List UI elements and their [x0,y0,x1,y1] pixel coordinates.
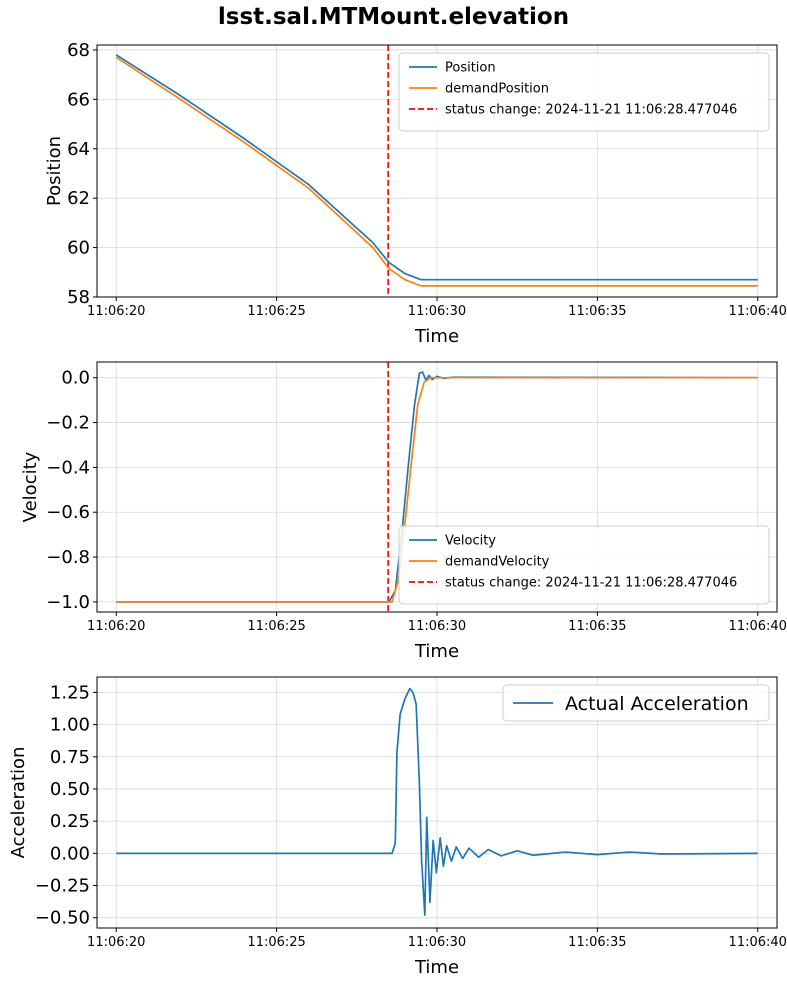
chart-1: 11:06:20 11:06:25 11:06:30 11:06:35 11:06:40… [44,40,787,347]
y-tick-label: −0.25 [35,876,90,897]
legend: Velocity demandVelocity status change: 202… [398,525,770,605]
legend-box [398,525,770,605]
y-axis-label: Position [44,136,65,206]
y-tick-label: −0.6 [46,502,90,523]
chart-2: 11:06:20 11:06:25 11:06:30 11:06:35 11:06:40… [20,361,787,662]
x-tick-label: 11:06:35 [568,619,626,634]
y-axis-label: Velocity [20,451,41,522]
x-tick-label: 11:06:35 [568,935,626,950]
legend-box [398,52,770,132]
chart-3: 11:06:20 11:06:25 11:06:30 11:06:35 11:06:40… [8,676,787,978]
legend-label: Position [445,61,496,76]
y-tick-label: −1.0 [46,592,90,613]
y-tick-label: −0.50 [35,908,90,929]
y-axis-label: Acceleration [8,747,29,859]
legend-label: Velocity [445,534,496,549]
legend: Actual Acceleration [502,684,770,722]
x-tick-label: 11:06:25 [247,619,305,634]
y-tick-label: −0.2 [46,413,90,434]
legend-label: status change: 2024-11-21 11:06:28.47704… [445,576,737,591]
x-tick-label: 11:06:20 [87,935,145,950]
y-tick-label: 68 [67,40,90,61]
x-tick-label: 11:06:40 [729,304,787,319]
legend: Position demandPosition status change: 202… [398,52,770,132]
legend-label: demandPosition [445,82,549,97]
legend-label: demandVelocity [445,555,550,570]
x-tick-label: 11:06:20 [87,619,145,634]
y-tick-label: 60 [67,238,90,259]
y-tick-label: 0.25 [50,811,90,832]
legend-label: Actual Acceleration [565,693,749,715]
y-tick-label: 1.00 [50,715,90,736]
x-axis-label: Time [414,641,459,662]
x-tick-label: 11:06:20 [87,304,145,319]
y-tick-label: −0.8 [46,547,90,568]
series-line-demandposition [115,56,758,287]
series-line-position [115,54,758,281]
figure-title: lsst.sal.MTMount.elevation [217,4,570,30]
x-tick-label: 11:06:40 [729,935,787,950]
x-tick-label: 11:06:40 [729,619,787,634]
y-tick-label: 0.75 [50,747,90,768]
x-axis-label: Time [414,326,459,347]
y-tick-label: 66 [67,89,90,110]
y-tick-label: 0.50 [50,779,90,800]
y-tick-label: 0.00 [50,843,90,864]
series-line-demandvelocity [116,376,758,603]
x-tick-label: 11:06:35 [568,304,626,319]
y-tick-label: 62 [67,188,90,209]
legend-box [502,684,770,722]
y-tick-label: 0.0 [61,368,90,389]
y-tick-label: 1.25 [50,682,90,703]
y-tick-label: 58 [67,287,90,308]
y-tick-label: −0.4 [46,457,90,478]
x-tick-label: 11:06:30 [408,304,466,319]
x-tick-label: 11:06:30 [408,935,466,950]
y-tick-label: 64 [67,139,90,160]
x-tick-label: 11:06:25 [247,935,305,950]
x-tick-label: 11:06:25 [247,304,305,319]
legend-label: status change: 2024-11-21 11:06:28.47704… [445,103,737,118]
x-axis-label: Time [414,957,459,978]
series-line-actual-acceleration [116,687,758,916]
x-tick-label: 11:06:30 [408,619,466,634]
